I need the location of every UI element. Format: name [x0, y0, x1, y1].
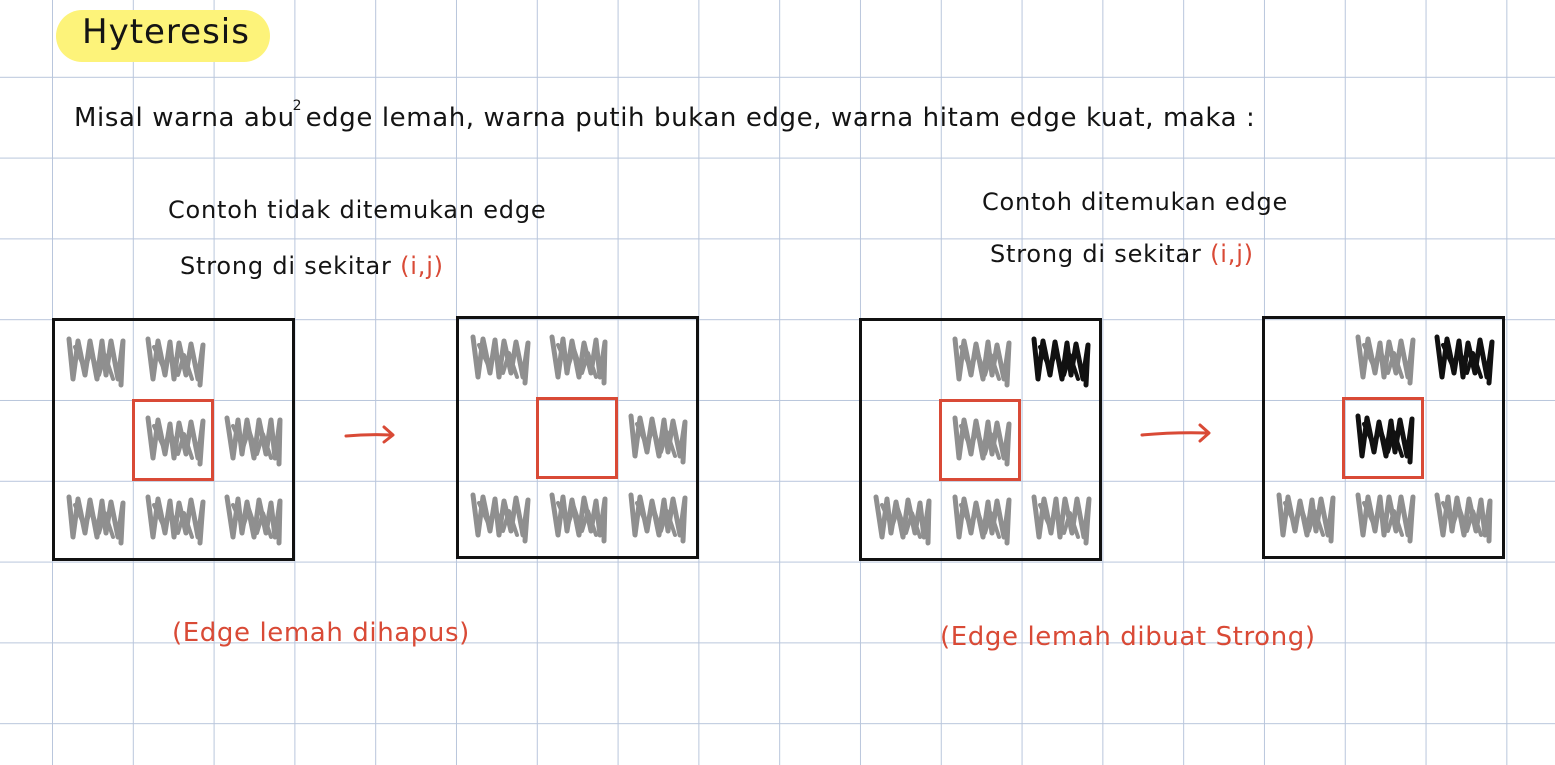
- left-caption-coord: (i,j): [400, 252, 444, 280]
- left-result-note: (Edge lemah dihapus): [172, 618, 470, 648]
- pixel-cell-weak: [459, 477, 539, 557]
- arrow-right-icon: [1140, 423, 1211, 443]
- pixel-cell-weak: [941, 321, 1021, 401]
- pixel-cell-weak: [617, 398, 697, 478]
- pixel-cell-weak: [459, 319, 539, 399]
- pixel-cell-weak: [941, 479, 1021, 559]
- right-result-note: (Edge lemah dibuat Strong): [940, 622, 1316, 652]
- center-pixel-frame: [939, 399, 1021, 481]
- pixel-cell-weak: [941, 400, 1021, 480]
- pixel-cell-strong: [1423, 319, 1503, 399]
- intro-superscript: 2: [292, 98, 302, 114]
- pixel-cell-none: [617, 319, 697, 399]
- left-caption-text: Strong di sekitar: [180, 252, 392, 280]
- pixel-cell-weak: [1344, 477, 1424, 557]
- pixel-cell-weak: [134, 321, 214, 401]
- pixel-cell-strong: [1020, 321, 1100, 401]
- pixel-cell-strong: [1344, 398, 1424, 478]
- pixel-cell-weak: [1344, 319, 1424, 399]
- pixel-cell-weak: [1265, 477, 1345, 557]
- pixel-cell-none: [213, 321, 293, 401]
- arrow-right-icon: [344, 425, 395, 444]
- pixel-cell-weak: [134, 479, 214, 559]
- left-caption-line2: Strong di sekitar (i,j): [180, 252, 444, 280]
- pixel-cell-none: [1265, 398, 1345, 478]
- pixel-cell-weak: [55, 321, 135, 401]
- title-highlight: [56, 10, 270, 62]
- pixel-cell-weak: [538, 319, 618, 399]
- pixel-cell-none: [862, 321, 942, 401]
- pixel-cell-weak: [1423, 477, 1503, 557]
- center-pixel-frame: [132, 399, 214, 481]
- grid-right-before: [859, 318, 1102, 561]
- right-caption-line2: Strong di sekitar (i,j): [990, 240, 1254, 268]
- pixel-cell-weak: [862, 479, 942, 559]
- right-caption-coord: (i,j): [1210, 240, 1254, 268]
- intro-sentence: Misal warna abu2 edge lemah, warna putih …: [74, 98, 1255, 133]
- intro-part1: Misal warna abu: [74, 103, 295, 133]
- intro-part2: edge lemah, warna putih bukan edge, warn…: [305, 103, 1256, 133]
- right-caption-text: Strong di sekitar: [990, 240, 1202, 268]
- pixel-cell-weak: [538, 477, 618, 557]
- grid-left-after: [456, 316, 699, 559]
- pixel-cell-none: [1020, 400, 1100, 480]
- pixel-cell-none: [862, 400, 942, 480]
- center-pixel-frame: [1342, 397, 1424, 479]
- center-pixel-frame: [536, 397, 618, 479]
- grid-right-after: [1262, 316, 1505, 559]
- pixel-cell-weak: [1020, 479, 1100, 559]
- pixel-cell-none: [1423, 398, 1503, 478]
- pixel-cell-none: [459, 398, 539, 478]
- pixel-cell-none: [1265, 319, 1345, 399]
- left-caption-line1: Contoh tidak ditemukan edge: [168, 196, 547, 224]
- right-caption-line1: Contoh ditemukan edge: [982, 188, 1289, 216]
- pixel-cell-weak: [617, 477, 697, 557]
- pixel-cell-weak: [55, 479, 135, 559]
- pixel-cell-weak: [213, 479, 293, 559]
- grid-left-before: [52, 318, 295, 561]
- pixel-cell-weak: [213, 400, 293, 480]
- pixel-cell-none: [55, 400, 135, 480]
- page-title: Hyteresis: [82, 12, 250, 52]
- pixel-cell-weak: [134, 400, 214, 480]
